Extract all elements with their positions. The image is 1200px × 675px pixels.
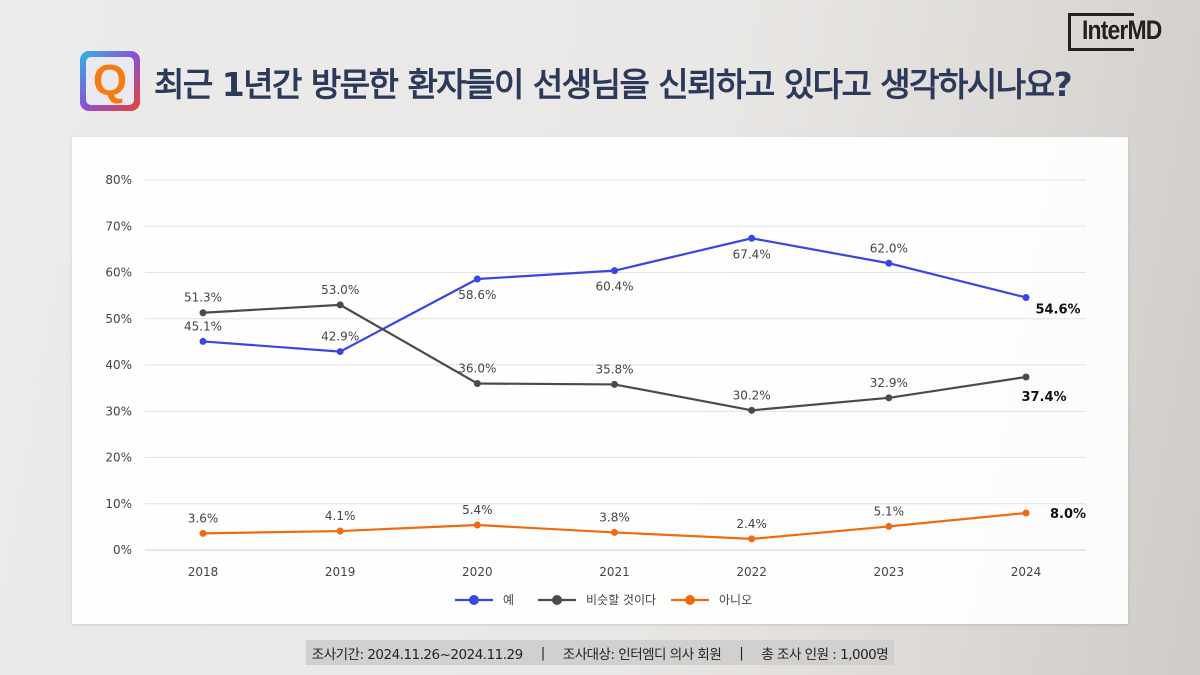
survey-period: 조사기간: 2024.11.26~2024.11.29 (311, 646, 523, 663)
x-tick-label: 2022 (736, 565, 767, 579)
x-tick-label: 2024 (1011, 565, 1042, 579)
survey-target: 조사대상: 인터엠디 의사 회원 (562, 646, 722, 663)
survey-count: 총 조사 인원 : 1,000명 (761, 646, 889, 663)
data-point (473, 521, 481, 529)
data-point (1022, 373, 1030, 381)
data-label: 35.8% (595, 362, 633, 376)
data-point (199, 529, 207, 537)
data-label: 5.1% (874, 504, 905, 518)
y-tick-label: 70% (105, 219, 132, 233)
data-point (611, 267, 618, 275)
data-label: 36.0% (458, 362, 496, 376)
data-point (611, 528, 618, 536)
intermd-logo: InterMD (1068, 13, 1178, 51)
chart-card (72, 137, 1128, 624)
data-label: 30.2% (733, 388, 771, 402)
legend-marker (469, 595, 479, 605)
data-point (336, 527, 344, 535)
legend-label: 예 (503, 593, 514, 607)
data-label: 8.0% (1050, 507, 1086, 522)
page-title: 최근 1년간 방문한 환자들이 선생님을 신뢰하고 있다고 생각하시나요? (154, 65, 1073, 104)
legend-label: 비슷할 것이다 (586, 593, 656, 607)
x-tick-label: 2020 (462, 565, 493, 579)
y-tick-label: 10% (105, 497, 132, 511)
separator: | (540, 644, 546, 661)
data-point (748, 535, 756, 543)
y-tick-label: 30% (105, 404, 132, 418)
data-point (199, 309, 207, 317)
data-point (473, 380, 481, 387)
data-point (473, 275, 481, 283)
data-label: 60.4% (595, 280, 633, 294)
data-label: 67.4% (733, 247, 771, 261)
data-point (1022, 293, 1030, 301)
data-label: 51.3% (184, 291, 222, 305)
y-tick-label: 80% (105, 173, 132, 187)
data-point (885, 394, 893, 402)
data-point (885, 522, 893, 530)
x-tick-label: 2021 (599, 565, 630, 579)
data-point (611, 380, 618, 388)
x-tick-label: 2023 (874, 565, 905, 579)
y-tick-label: 40% (105, 358, 132, 372)
data-label: 58.6% (458, 288, 496, 302)
x-tick-label: 2018 (188, 565, 219, 579)
data-point (748, 234, 756, 242)
y-tick-label: 50% (105, 312, 132, 326)
data-label: 54.6% (1035, 302, 1080, 317)
data-label: 2.4% (736, 517, 767, 531)
legend-marker (552, 595, 562, 605)
y-tick-label: 60% (105, 266, 132, 280)
data-point (748, 406, 756, 414)
data-label: 62.0% (870, 241, 908, 255)
series-line-1 (202, 303, 1027, 412)
x-tick-label: 2019 (325, 565, 356, 579)
survey-info-bar: 조사기간: 2024.11.26~2024.11.29 | 조사대상: 인터엠디… (306, 640, 894, 665)
data-point (336, 348, 344, 356)
question-icon: Q (80, 51, 140, 111)
data-label: 3.8% (599, 510, 630, 524)
data-label: 32.9% (870, 376, 908, 390)
data-point (885, 259, 893, 267)
y-tick-label: 0% (113, 543, 132, 557)
data-point (1022, 509, 1030, 517)
data-point (199, 337, 207, 345)
data-label: 42.9% (321, 330, 359, 344)
data-label: 37.4% (1021, 390, 1066, 405)
separator: | (739, 644, 744, 661)
data-label: 4.1% (325, 509, 356, 523)
data-label: 3.6% (188, 511, 219, 525)
data-label: 53.0% (321, 283, 359, 297)
data-label: 45.1% (184, 319, 222, 333)
legend-label: 아니오 (719, 593, 752, 607)
data-label: 5.4% (462, 503, 493, 517)
y-tick-label: 20% (105, 451, 132, 465)
legend-marker (685, 595, 695, 605)
data-point (336, 301, 344, 309)
